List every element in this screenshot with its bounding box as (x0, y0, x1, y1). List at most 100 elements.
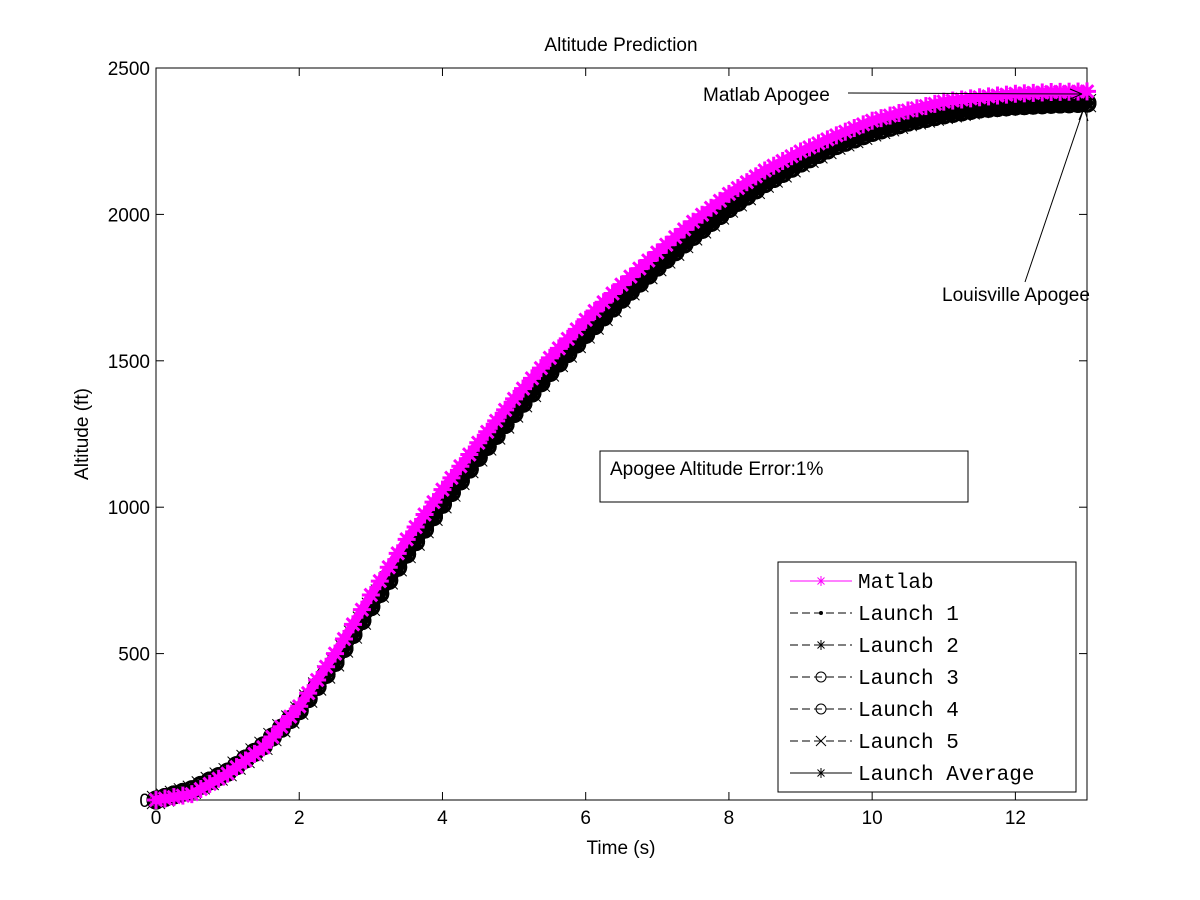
data-point-d2 (873, 122, 889, 138)
legend-marker-d2 (817, 769, 825, 777)
data-point-d2 (426, 494, 441, 510)
data-point (460, 445, 479, 464)
data-point (809, 134, 828, 153)
data-point-d2 (873, 110, 889, 126)
x-tick-label: 0 (151, 808, 162, 829)
data-point-d2 (444, 470, 459, 486)
data-point-d2 (909, 112, 925, 128)
data-point (379, 558, 398, 577)
matlab-apogee-arrowhead (1069, 88, 1083, 100)
data-point-d2 (381, 559, 397, 575)
y-axis-label: Altitude (ft) (72, 388, 93, 480)
louisville-apogee-arrow-line (1024, 107, 1085, 283)
data-point (317, 657, 336, 676)
annotations: Matlab Apogee Louisville Apogee (703, 85, 1090, 306)
matlab-apogee-arrow-line (847, 92, 1083, 95)
data-point (549, 339, 568, 358)
data-point-d2 (909, 100, 925, 116)
data-point (746, 167, 765, 186)
data-point-d2 (721, 186, 737, 202)
data-point-d2 (748, 168, 764, 184)
y-tick-label: 2500 (108, 59, 150, 80)
data-point-d2 (363, 587, 379, 603)
data-point-d2 (721, 201, 737, 216)
legend-marker (815, 703, 827, 715)
data-point-d2 (345, 616, 361, 632)
data-point (361, 586, 380, 605)
data-point (603, 284, 622, 303)
data-point-d2 (444, 485, 459, 500)
x-axis-ticks: 0 2 4 6 8 10 12 (151, 68, 1026, 829)
data-point-d2 (220, 766, 235, 782)
data-point-d2 (390, 545, 406, 561)
data-point-d2 (739, 188, 755, 204)
data-point-d2 (435, 482, 450, 497)
data-point (728, 179, 747, 198)
data-point-d2 (882, 108, 898, 123)
data-point-d2 (461, 447, 477, 462)
data-point-d2 (891, 117, 907, 133)
x-tick-label: 6 (580, 808, 591, 829)
legend-label: Launch 2 (858, 636, 959, 659)
legend-marker (815, 671, 827, 683)
data-point (290, 697, 309, 716)
legend-entry: Launch Average (790, 764, 1034, 787)
data-point (326, 644, 345, 663)
data-point (406, 517, 425, 536)
data-point (218, 764, 237, 783)
legend-marker (819, 611, 823, 615)
data-point-d2 (408, 519, 423, 535)
data-point-d2 (891, 105, 907, 121)
data-point (370, 572, 389, 591)
series-matlab (147, 82, 1096, 809)
data-point-d2 (300, 685, 316, 701)
data-point (334, 629, 353, 648)
data-point-d2 (229, 759, 244, 775)
data-point-d2 (730, 180, 746, 196)
data-point-d2 (417, 507, 432, 522)
data-point (272, 717, 291, 736)
legend-label: Launch 1 (858, 604, 959, 627)
legend-marker-d2 (817, 641, 825, 649)
data-point-d2 (864, 125, 880, 140)
data-point-d2 (918, 111, 934, 126)
y-axis-ticks: 0 500 1000 1500 2000 2500 (108, 59, 1087, 812)
data-point-d2 (1079, 84, 1095, 99)
data-point (397, 530, 416, 549)
data-point-d2 (730, 194, 746, 210)
legend-entry: Launch 1 (790, 604, 959, 627)
x-tick-label: 8 (724, 808, 735, 829)
data-point-d2 (900, 103, 916, 118)
legend-label: Launch 4 (858, 700, 959, 723)
data-point-d2 (318, 659, 334, 675)
louisville-apogee-arrowhead (1078, 107, 1089, 122)
data-point-d2 (291, 698, 307, 714)
y-tick-label: 500 (118, 645, 150, 666)
legend-marker-d2 (815, 735, 827, 747)
data-point (352, 600, 371, 619)
legend-label: Launch 5 (858, 732, 959, 755)
data-point (343, 615, 362, 634)
plot-area: 0 2 4 6 8 10 12 0 500 1000 1500 2000 2500 (108, 59, 1097, 829)
x-axis-label: Time (s) (587, 838, 656, 859)
y-tick-label: 2000 (108, 205, 150, 226)
data-point-d2 (336, 631, 352, 647)
data-point-d2 (927, 96, 943, 112)
data-point-d2 (399, 532, 415, 547)
data-point-d2 (927, 109, 943, 125)
data-point (1078, 82, 1096, 101)
data-point-d2 (900, 114, 916, 130)
data-point (621, 267, 640, 286)
data-point (451, 457, 470, 476)
apogee-error-text: Apogee Altitude Error:1% (610, 459, 823, 480)
data-point-d2 (864, 113, 880, 129)
matlab-apogee-label: Matlab Apogee (703, 85, 830, 106)
data-point (630, 259, 649, 278)
data-point-d2 (882, 119, 898, 135)
data-point-d2 (453, 458, 468, 474)
x-tick-label: 2 (294, 808, 305, 829)
legend-label: Matlab (858, 572, 934, 595)
y-tick-label: 1000 (108, 498, 150, 519)
louisville-apogee-label: Louisville Apogee (942, 285, 1090, 306)
